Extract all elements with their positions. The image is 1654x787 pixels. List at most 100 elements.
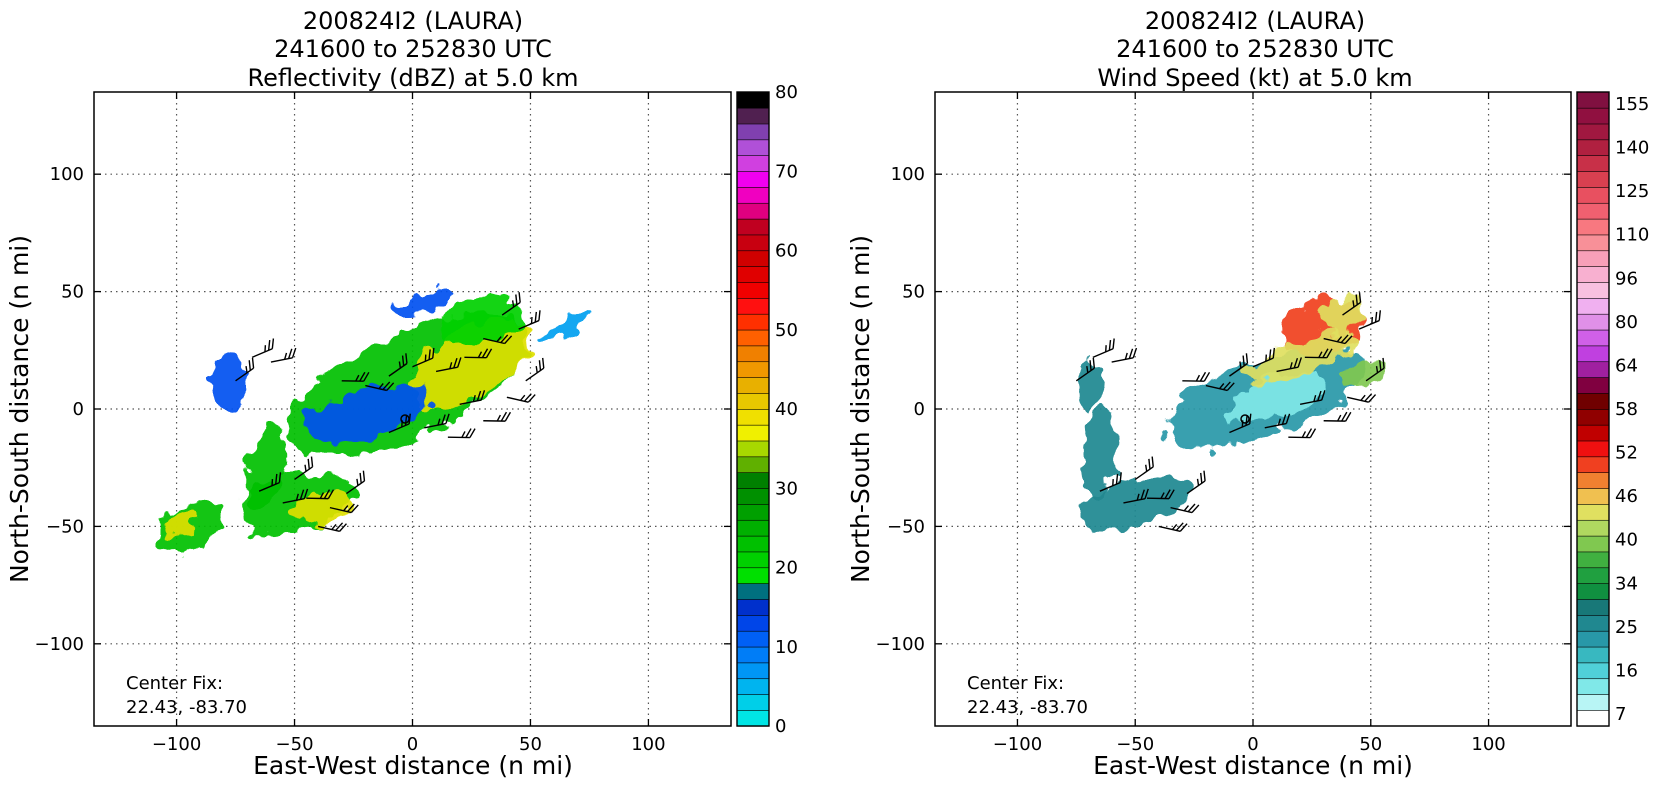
wind-speed-y-tick-label-3: 50 — [902, 282, 925, 303]
wind-speed-colorbar-segment-3 — [1576, 662, 1610, 680]
wind-speed-colorbar-segment-31 — [1576, 218, 1610, 236]
wind-speed-echo-region-6 — [1082, 409, 1117, 503]
reflectivity-wind-barb — [518, 310, 541, 330]
wind-speed-colorbar-segment-26 — [1576, 297, 1610, 315]
reflectivity-colorbar-segment-26 — [736, 297, 770, 315]
wind-speed-wind-barb — [1276, 357, 1303, 373]
reflectivity-wind-barb — [317, 522, 347, 533]
reflectivity-colorbar-segment-3 — [736, 662, 770, 680]
wind-speed-colorbar-segment-25 — [1576, 313, 1610, 331]
wind-speed-colorbar-tick-label-3: 34 — [1615, 573, 1638, 594]
reflectivity-colorbar-segment-22 — [736, 361, 770, 378]
reflectivity-wind-barb — [235, 357, 255, 382]
wind-speed-x-tick-label-4: 100 — [1471, 734, 1505, 755]
wind-speed-echo-region-4 — [1244, 331, 1356, 383]
wind-speed-wind-barb — [1323, 411, 1352, 422]
wind-speed-colorbar-segment-20 — [1576, 392, 1610, 410]
wind-speed-y-tick-label-4: 100 — [891, 164, 925, 185]
reflectivity-wind-barb — [329, 503, 359, 514]
reflectivity-wind-barbs — [235, 292, 545, 533]
reflectivity-wind-barb — [251, 338, 275, 358]
reflectivity-wind-barb — [525, 357, 545, 382]
reflectivity-colorbar-segment-16 — [736, 456, 770, 473]
wind-speed-title-line-3: Wind Speed (kt) at 5.0 km — [1097, 64, 1412, 92]
wind-speed-colorbar-segment-28 — [1576, 266, 1610, 283]
wind-speed-colorbar-segment-22 — [1576, 361, 1610, 378]
wind-speed-wind-barbs — [1075, 292, 1385, 533]
reflectivity-wind-barb — [346, 470, 366, 495]
reflectivity-wind-barb — [506, 393, 536, 403]
wind-speed-echo-region-1 — [1227, 370, 1326, 424]
reflectivity-colorbar-segment-29 — [736, 250, 770, 267]
wind-speed-colorbar-segment-21 — [1576, 376, 1610, 394]
reflectivity-title: 200824I2 (LAURA) 241600 to 252830 UTC Re… — [248, 7, 579, 92]
wind-speed-colorbar-segment-32 — [1576, 202, 1610, 220]
wind-speed-wind-barb — [1205, 381, 1235, 392]
wind-speed-colorbar-segment-24 — [1576, 329, 1610, 347]
wind-speed-colorbar-frame — [1576, 91, 1610, 727]
reflectivity-colorbar-segment-11 — [736, 535, 770, 553]
reflectivity-title-line-2: 241600 to 252830 UTC — [274, 35, 552, 63]
reflectivity-wind-barb — [282, 488, 309, 504]
wind-speed-colorbar-tick-label-12: 125 — [1615, 181, 1649, 202]
reflectivity-colorbar-tick-label-8: 80 — [775, 82, 798, 103]
reflectivity-wind-barb — [501, 292, 521, 316]
wind-speed-colorbar-tick-label-13: 140 — [1615, 138, 1649, 159]
wind-speed-y-tick-label-1: −50 — [887, 516, 925, 537]
reflectivity-colorbar-segment-14 — [736, 487, 770, 505]
wind-speed-colorbar-segment-2 — [1576, 678, 1610, 695]
wind-speed-colorbar-tick-label-8: 64 — [1615, 355, 1638, 376]
reflectivity-center-marker — [400, 414, 410, 424]
reflectivity-center-fix-label: Center Fix: — [126, 673, 223, 694]
reflectivity-colorbar-segment-13 — [736, 503, 770, 521]
reflectivity-colorbar-segment-0 — [736, 709, 770, 727]
wind-speed-colorbar-segment-36 — [1576, 139, 1610, 157]
wind-speed-wind-barb — [1252, 347, 1276, 368]
reflectivity-colorbar-segment-20 — [736, 392, 770, 410]
wind-speed-y-tick-label-2: 0 — [914, 399, 925, 420]
reflectivity-colorbar-frame — [736, 91, 770, 727]
wind-speed-colorbar-tick-label-5: 46 — [1615, 486, 1638, 507]
wind-speed-colorbar-segment-1 — [1576, 693, 1610, 711]
wind-speed-wind-barb — [1342, 292, 1362, 316]
reflectivity-colorbar-tick-label-2: 20 — [775, 558, 798, 579]
reflectivity-echo-region-3 — [301, 385, 430, 443]
reflectivity-grid — [94, 92, 731, 726]
wind-speed-colorbar-tick-label-14: 155 — [1615, 94, 1649, 115]
reflectivity-x-tick-label-3: 50 — [519, 734, 542, 755]
reflectivity-colorbar-segment-33 — [736, 186, 770, 204]
reflectivity-wind-barb — [464, 348, 493, 359]
reflectivity-colorbar-segment-24 — [736, 329, 770, 347]
reflectivity-colorbar-segment-12 — [736, 519, 770, 537]
wind-speed-colorbar-segment-4 — [1576, 646, 1610, 664]
wind-speed-colorbar-segment-8 — [1576, 583, 1610, 600]
reflectivity-echo-region-11 — [397, 290, 452, 317]
wind-speed-panel: 200824I2 (LAURA) 241600 to 252830 UTC Wi… — [846, 7, 1649, 780]
reflectivity-echoes — [157, 290, 590, 553]
reflectivity-wind-barb — [459, 390, 486, 405]
reflectivity-colorbar-segment-21 — [736, 376, 770, 394]
reflectivity-colorbar-segment-31 — [736, 218, 770, 236]
wind-speed-wind-barb — [1111, 347, 1138, 363]
wind-speed-wind-barb — [1304, 348, 1333, 359]
reflectivity-echo-region-2 — [441, 295, 526, 345]
reflectivity-colorbar-segment-5 — [736, 630, 770, 648]
reflectivity-wind-barb — [483, 334, 513, 345]
reflectivity-y-tick-label-2: 0 — [73, 399, 84, 420]
wind-speed-colorbar-segment-12 — [1576, 519, 1610, 537]
wind-speed-x-tick-label-0: −100 — [993, 734, 1042, 755]
wind-speed-colorbar-segment-11 — [1576, 535, 1610, 553]
reflectivity-y-tick-label-4: 100 — [50, 164, 84, 185]
wind-speed-title: 200824I2 (LAURA) 241600 to 252830 UTC Wi… — [1097, 7, 1412, 92]
reflectivity-colorbar-segment-15 — [736, 472, 770, 489]
wind-speed-colorbar-segment-19 — [1576, 408, 1610, 426]
wind-speed-wind-barb — [1186, 470, 1206, 495]
reflectivity-echo-region-1 — [411, 318, 532, 406]
reflectivity-x-tick-label-0: −100 — [152, 734, 201, 755]
reflectivity-colorbar-tick-label-4: 40 — [775, 399, 798, 420]
wind-speed-colorbar-segment-16 — [1576, 456, 1610, 473]
reflectivity-colorbar-segment-25 — [736, 313, 770, 331]
wind-speed-echo-region-7 — [1073, 361, 1103, 410]
wind-speed-wind-barb — [1229, 413, 1252, 434]
